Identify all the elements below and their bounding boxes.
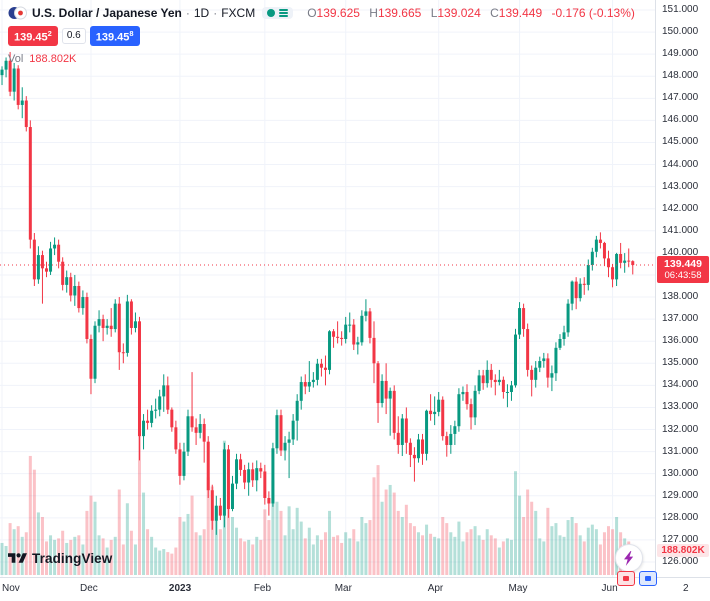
price-axis-label: 136.000 — [662, 335, 699, 347]
legend-menu-icon[interactable] — [279, 9, 289, 17]
lightning-icon — [623, 550, 633, 566]
price-axis-label: 142.000 — [662, 202, 699, 214]
volume-bars — [0, 430, 635, 575]
high-value: 139.665 — [377, 6, 422, 20]
buy-price-button[interactable]: 139.458 — [89, 26, 140, 46]
time-axis-label: 2023 — [168, 583, 192, 594]
time-axis-label: 2 — [683, 583, 689, 594]
price-axis-label: 135.000 — [662, 357, 699, 369]
candles — [0, 51, 635, 535]
exchange-label[interactable]: FXCM — [221, 6, 256, 20]
market-status-dot-icon — [267, 9, 276, 17]
legend-status-pill[interactable] — [262, 7, 294, 19]
lightning-button[interactable] — [615, 544, 643, 572]
change-value: -0.176 (-0.13%) — [551, 6, 635, 20]
price-axis-label: 126.000 — [662, 556, 699, 567]
candlestick-chart[interactable] — [0, 0, 655, 577]
time-axis-label: Apr — [427, 583, 444, 594]
price-axis-label: 137.000 — [662, 313, 699, 325]
ohlc-values: O139.625 H139.665 L139.024 C139.449 -0.1… — [301, 6, 635, 20]
current-price-value: 139.449 — [664, 258, 702, 271]
price-axis-label: 143.000 — [662, 180, 699, 192]
price-axis-label: 129.000 — [662, 489, 699, 501]
tradingview-logo[interactable]: TradingView — [8, 551, 112, 566]
sell-price-pipette: 2 — [47, 29, 52, 38]
price-axis-label: 127.000 — [662, 533, 699, 545]
current-price-badge: 139.449 06:43:58 — [657, 256, 709, 284]
symbol-row: U.S. Dollar / Japanese Yen · 1D · FXCM O… — [8, 6, 635, 20]
tradingview-mark-icon — [8, 553, 27, 563]
grid-lines — [0, 0, 655, 577]
volume-axis-label: 188.802K — [657, 544, 709, 557]
volume-value: 188.802K — [29, 52, 77, 65]
usd-jpy-flags-icon — [8, 6, 27, 20]
price-axis-label: 134.000 — [662, 379, 699, 391]
price-axis-label: 128.000 — [662, 511, 699, 523]
bar-close-countdown: 06:43:58 — [664, 270, 702, 282]
price-axis-label: 133.000 — [662, 401, 699, 413]
time-axis-label: Dec — [79, 583, 98, 594]
interval-label[interactable]: 1D — [193, 6, 210, 20]
price-axis-label: 130.000 — [662, 467, 699, 479]
time-axis-label: May — [508, 583, 528, 594]
bid-ask-row: 139.452 0.6 139.458 — [8, 26, 635, 46]
price-axis-label: 140.000 — [662, 246, 699, 258]
price-axis-label: 148.000 — [662, 70, 699, 82]
buy-chip-icon[interactable] — [639, 571, 657, 586]
price-axis-label: 145.000 — [662, 136, 699, 148]
sell-chip-icon[interactable] — [617, 571, 635, 586]
time-axis[interactable]: Nov Dec 2023 Feb Mar Apr May Jun 2 — [0, 577, 710, 601]
tradingview-logo-text: TradingView — [32, 551, 113, 566]
separator-dot: · — [185, 6, 190, 20]
low-label: L — [430, 6, 438, 20]
sell-price-value: 139.45 — [14, 31, 48, 44]
low-value: 139.024 — [437, 6, 481, 20]
trade-mini-chips — [617, 571, 657, 586]
close-value: 139.449 — [498, 6, 543, 20]
volume-label: Vol — [8, 52, 24, 65]
price-axis-label: 144.000 — [662, 158, 699, 170]
price-axis-label: 138.000 — [662, 291, 699, 303]
price-axis-label: 150.000 — [662, 26, 699, 38]
buy-price-value: 139.45 — [95, 31, 130, 44]
symbol-title[interactable]: U.S. Dollar / Japanese Yen — [32, 6, 182, 20]
open-label: O — [307, 6, 317, 20]
open-value: 139.625 — [316, 6, 360, 20]
price-axis-label: 151.000 — [662, 4, 699, 15]
time-axis-label: Mar — [334, 583, 352, 594]
price-axis-label: 131.000 — [662, 445, 699, 457]
price-axis-label: 146.000 — [662, 114, 699, 126]
time-axis-label: Feb — [253, 583, 272, 594]
price-axis[interactable]: 139.449 06:43:58 188.802K 151.000 150.000… — [655, 0, 710, 577]
spread-label: 0.6 — [61, 27, 86, 44]
time-axis-label: Jun — [601, 583, 618, 594]
price-axis-label: 132.000 — [662, 423, 699, 435]
high-label: H — [369, 6, 378, 20]
sell-price-button[interactable]: 139.452 — [8, 26, 58, 46]
volume-row: Vol 188.802K — [8, 53, 635, 65]
price-axis-label: 147.000 — [662, 92, 699, 104]
price-axis-label: 149.000 — [662, 48, 699, 60]
price-axis-label: 141.000 — [662, 224, 699, 236]
separator-dot: · — [213, 6, 218, 20]
time-axis-label: Nov — [2, 583, 20, 594]
chart-legend: U.S. Dollar / Japanese Yen · 1D · FXCM O… — [8, 6, 635, 65]
close-label: C — [490, 6, 499, 20]
buy-price-pipette: 8 — [129, 29, 134, 38]
